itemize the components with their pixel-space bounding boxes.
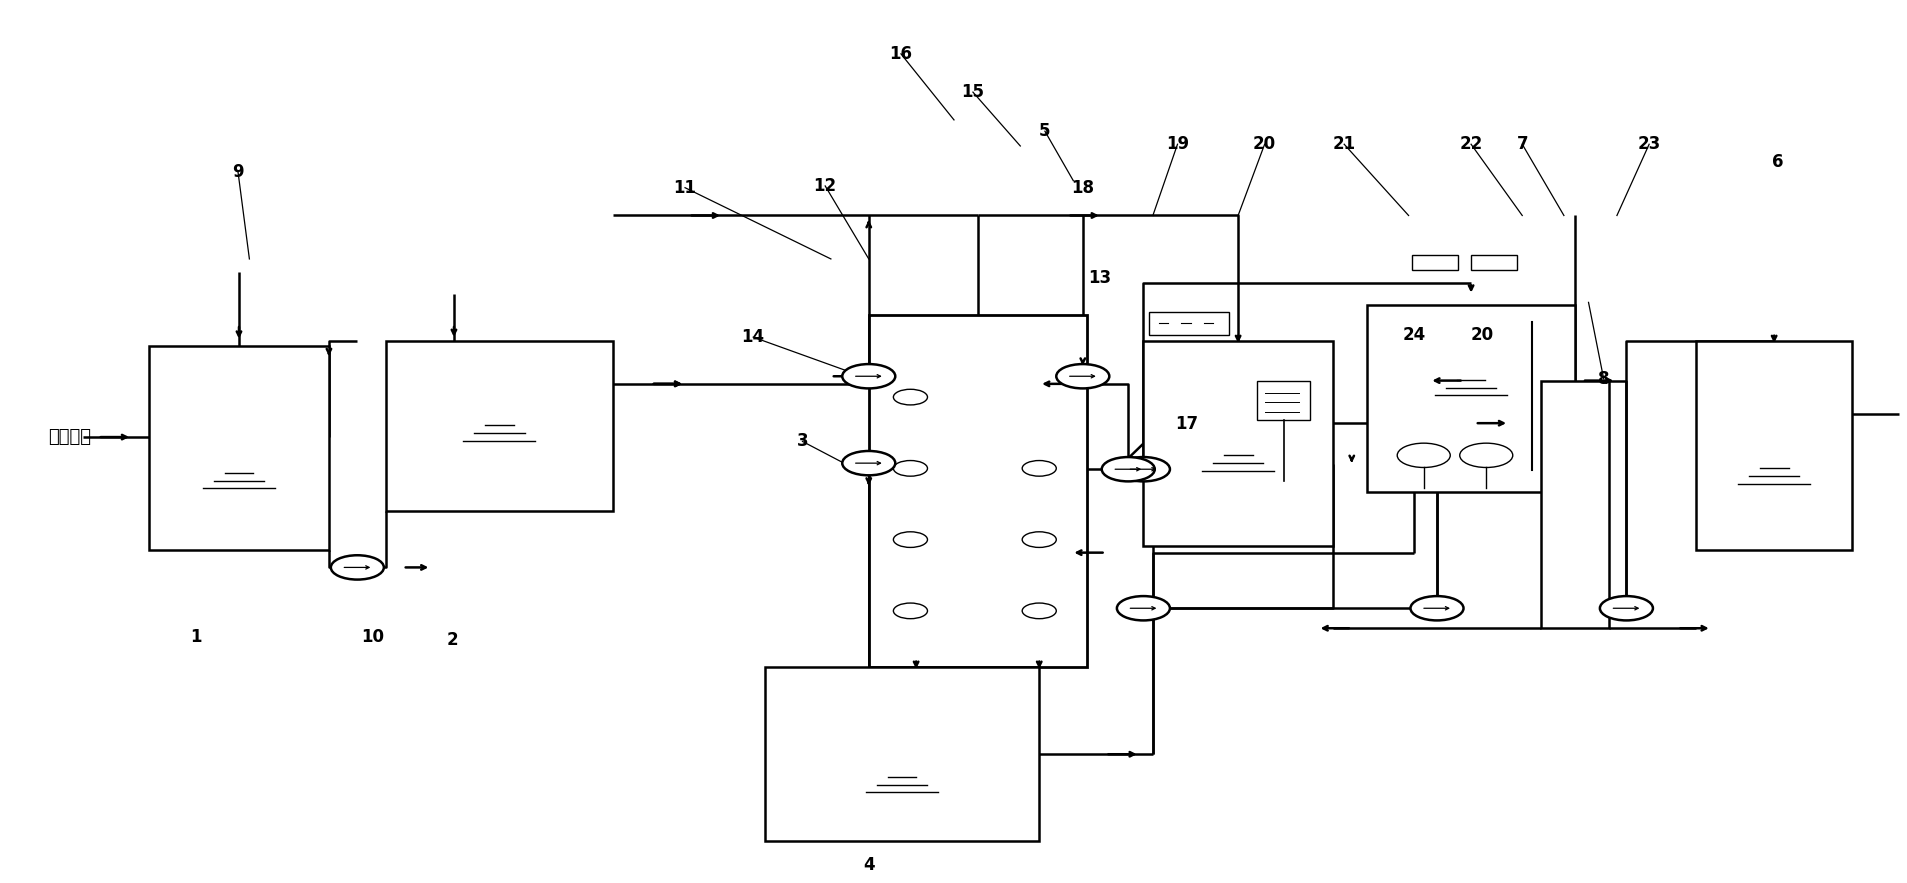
Bar [1148,312,1228,335]
Circle shape [1056,364,1108,389]
Text: 2: 2 [446,630,458,648]
Text: 17: 17 [1175,415,1198,433]
Text: 16: 16 [889,45,912,63]
Circle shape [1100,457,1154,481]
Bar [385,342,612,511]
Circle shape [892,461,927,476]
Circle shape [1022,603,1056,619]
Circle shape [1022,461,1056,476]
Circle shape [330,555,383,579]
Circle shape [841,364,894,389]
Text: 5: 5 [1039,122,1051,140]
Text: 19: 19 [1165,135,1188,154]
Bar [868,315,1085,668]
Circle shape [1022,532,1056,547]
Bar [1470,254,1516,270]
Text: 7: 7 [1516,135,1528,154]
Circle shape [1459,443,1512,467]
Bar [1695,342,1852,550]
Text: 6: 6 [1772,153,1783,170]
Text: 20: 20 [1470,327,1493,344]
Bar [765,668,1039,841]
Circle shape [1116,457,1169,481]
Text: 城市污水: 城市污水 [48,428,92,446]
Text: 18: 18 [1070,178,1095,197]
Text: 1: 1 [191,628,202,646]
Bar [149,346,328,550]
Bar [1257,381,1310,419]
Circle shape [1116,596,1169,621]
Text: 23: 23 [1636,135,1659,154]
Bar [1541,381,1608,628]
Bar [1365,305,1575,492]
Text: 3: 3 [797,433,809,450]
Bar [1411,254,1457,270]
Bar [1142,342,1333,546]
Text: 22: 22 [1459,135,1482,154]
Text: 20: 20 [1253,135,1276,154]
Circle shape [841,451,894,475]
Circle shape [892,603,927,619]
Text: 13: 13 [1087,269,1110,287]
Circle shape [892,389,927,405]
Circle shape [1600,596,1651,621]
Text: 14: 14 [742,328,765,346]
Circle shape [1396,443,1449,467]
Text: 15: 15 [961,83,984,101]
Circle shape [1409,596,1463,621]
Text: 10: 10 [360,628,383,646]
Text: 11: 11 [673,178,696,197]
Text: 9: 9 [233,163,244,181]
Text: 21: 21 [1331,135,1356,154]
Text: 24: 24 [1402,327,1425,344]
Text: 8: 8 [1596,370,1610,388]
Text: 12: 12 [812,177,837,195]
Circle shape [892,532,927,547]
Text: 4: 4 [862,856,873,873]
